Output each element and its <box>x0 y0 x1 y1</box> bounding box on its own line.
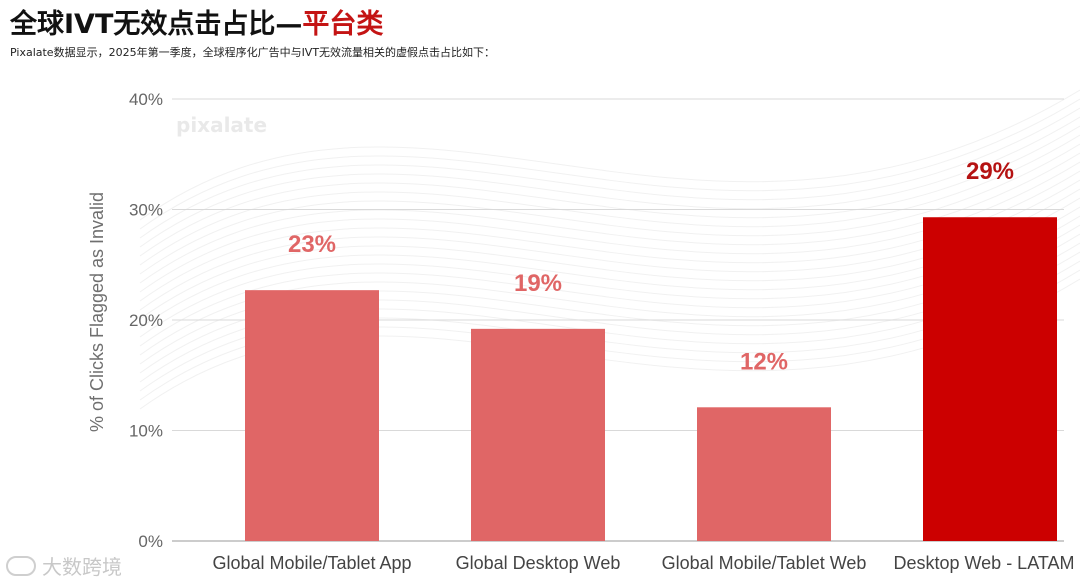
wave-line <box>139 107 1080 239</box>
corner-watermark: 大数跨境 <box>6 551 122 580</box>
data-label: 19% <box>514 270 562 297</box>
wave-line <box>139 215 1080 347</box>
wave-line <box>139 125 1080 257</box>
wave-line <box>139 134 1080 266</box>
x-tick-label: Global Mobile/Tablet App <box>212 553 411 573</box>
title-accent: 平台类 <box>302 9 384 40</box>
corner-watermark-text: 大数跨境 <box>42 555 122 579</box>
wave-line <box>139 116 1080 248</box>
wave-line <box>139 170 1080 302</box>
wave-line <box>139 206 1080 338</box>
bar <box>697 407 831 541</box>
bars <box>245 217 1057 542</box>
y-tick-label: 40% <box>129 90 163 109</box>
wave-line <box>139 161 1080 293</box>
wave-line <box>139 197 1080 329</box>
wave-line <box>139 98 1080 230</box>
bar <box>245 290 379 541</box>
brand-logo-icon <box>6 555 36 576</box>
data-labels: 23% 19% 12% 29% <box>288 158 1014 375</box>
y-tick-label: 10% <box>129 422 163 441</box>
y-axis-ticks: 0% 10% 20% 30% 40% <box>129 90 163 551</box>
x-tick-label: Global Desktop Web <box>456 553 621 573</box>
title-main: 全球IVT无效点击占比 <box>10 9 276 40</box>
data-label: 23% <box>288 231 336 258</box>
y-tick-label: 0% <box>138 532 163 551</box>
y-axis-label: % of Clicks Flagged as Invalid <box>87 192 107 432</box>
x-axis-ticks: Global Mobile/Tablet App Global Desktop W… <box>212 553 1074 573</box>
bar <box>923 217 1057 542</box>
y-tick-label: 20% <box>129 311 163 330</box>
y-tick-label: 30% <box>129 201 163 220</box>
title-dash: — <box>275 9 303 40</box>
data-label: 29% <box>966 158 1014 185</box>
x-tick-label: Desktop Web - LATAM <box>893 553 1074 573</box>
x-tick-label: Global Mobile/Tablet Web <box>662 553 867 573</box>
wave-line <box>139 143 1080 275</box>
wave-line <box>139 152 1080 284</box>
wave-line <box>139 179 1080 311</box>
header: 全球IVT无效点击占比—平台类 <box>10 8 383 42</box>
wave-line <box>139 188 1080 320</box>
page-subtitle: Pixalate数据显示，2025年第一季度，全球程序化广告中与IVT无效流量相… <box>10 46 496 59</box>
wave-line <box>139 89 1080 221</box>
page-title: 全球IVT无效点击占比—平台类 <box>10 8 383 42</box>
data-label: 12% <box>740 348 788 375</box>
pixalate-watermark: pixalate <box>176 113 267 137</box>
bar <box>471 328 605 541</box>
